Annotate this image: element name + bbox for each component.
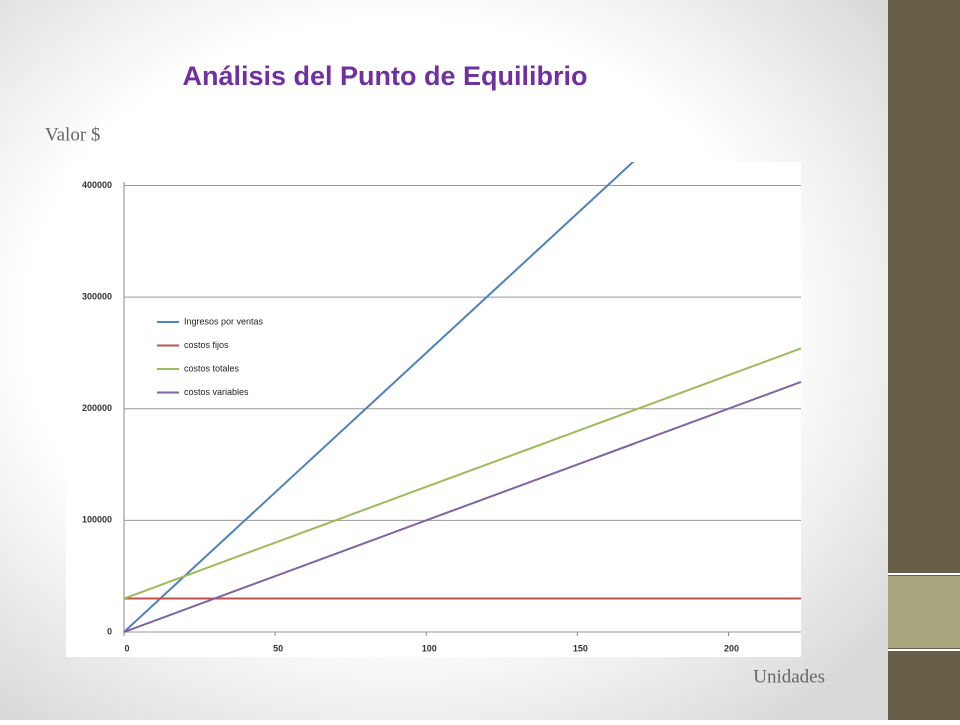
x-tick-label: 150 <box>573 643 588 653</box>
x-tick-label: 0 <box>124 643 129 653</box>
x-tick-label: 50 <box>273 643 283 653</box>
x-axis-label: Unidades <box>753 666 825 687</box>
y-tick-label: 200000 <box>82 403 112 413</box>
y-tick-label: 0 <box>107 626 112 636</box>
legend-label: costos fijos <box>184 340 229 350</box>
legend-label: Ingresos por ventas <box>184 316 264 326</box>
y-tick-label: 400000 <box>82 180 112 190</box>
y-axis-label: Valor $ <box>45 124 100 145</box>
chart-title: Análisis del Punto de Equilibrio <box>182 61 587 91</box>
legend-label: costos totales <box>184 363 240 373</box>
series-line <box>124 380 801 633</box>
plot: 0 100000 200000 300000 400000 0 50 100 150 200 Ing… <box>82 162 801 653</box>
sidebar-block <box>888 576 960 648</box>
y-tick-label: 300000 <box>82 291 112 301</box>
y-tick-label: 100000 <box>82 515 112 525</box>
series-line <box>124 162 635 633</box>
series-group <box>124 162 801 633</box>
series-line <box>124 347 801 600</box>
legend-label: costos variables <box>184 387 249 397</box>
x-tick-label: 200 <box>724 643 739 653</box>
x-tick-label: 100 <box>422 643 437 653</box>
